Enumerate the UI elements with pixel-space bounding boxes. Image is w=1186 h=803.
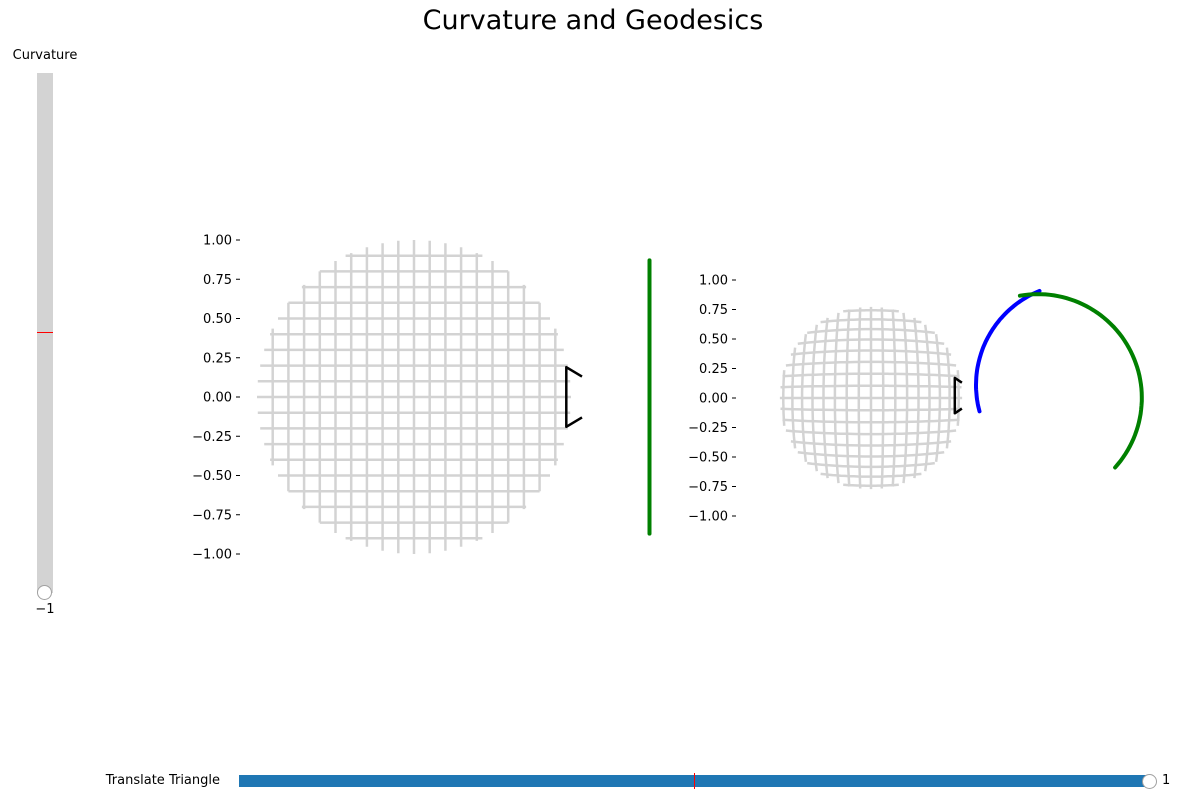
translate-slider-handle[interactable] xyxy=(1142,774,1157,789)
chart-title: Curvature and Geodesics xyxy=(422,5,764,36)
geodesic-line xyxy=(974,288,1042,414)
y-tick-label: −0.50 xyxy=(192,469,232,484)
y-tick-label: −0.75 xyxy=(192,508,232,523)
flat-plot: 1.00 0.75 0.50 0.25 0.00 −0.25 −0.50 −0.75 −1.00 xyxy=(192,234,652,563)
y-tick-label: 0.00 xyxy=(203,391,232,406)
y-tick-label: 0.75 xyxy=(203,273,232,288)
y-tick-label: 0.50 xyxy=(699,333,728,348)
grid-line-horizontal xyxy=(782,372,960,378)
grid-line-horizontal xyxy=(843,309,899,313)
grid-line-vertical xyxy=(902,312,909,484)
y-tick-label: −0.75 xyxy=(688,480,728,495)
y-tick-label: 0.75 xyxy=(699,303,728,318)
grid-line-vertical xyxy=(891,309,897,487)
grid-line-horizontal xyxy=(807,327,935,335)
geodesic-line xyxy=(1017,292,1144,470)
y-tick-label: −1.00 xyxy=(192,548,232,563)
y-tick-label: −1.00 xyxy=(688,510,728,525)
grid-line-horizontal xyxy=(797,338,945,346)
y-tick-label: 0.25 xyxy=(699,362,728,377)
grid-line-vertical xyxy=(923,324,931,472)
grid-line-vertical xyxy=(934,334,942,462)
grid-line-vertical xyxy=(945,347,951,449)
grid-line-vertical xyxy=(880,307,885,489)
y-tick-label: 1.00 xyxy=(699,274,728,289)
curvature-slider-track[interactable] xyxy=(37,73,53,593)
curvature-initial-marker xyxy=(37,332,53,333)
curvature-slider-label: Curvature xyxy=(12,48,78,63)
translate-initial-marker xyxy=(694,773,695,789)
translate-slider-value: 1 xyxy=(1162,773,1171,788)
curvature-slider-value: −1 xyxy=(35,602,55,617)
y-tick-label: 0.25 xyxy=(203,351,232,366)
y-tick-label: −0.25 xyxy=(192,430,232,445)
curved-plot: 1.00 0.75 0.50 0.25 0.00 −0.25 −0.50 −0.75 −1.00 xyxy=(688,274,1144,525)
triangle-shape xyxy=(953,376,963,415)
grid-line-horizontal xyxy=(820,318,922,324)
y-tick-label: −0.25 xyxy=(688,421,728,436)
y-tick-label: 0.50 xyxy=(203,312,232,327)
y-tick-label: 1.00 xyxy=(203,234,232,249)
y-tick-label: −0.50 xyxy=(688,451,728,466)
triangle-shape xyxy=(565,365,583,429)
grid-line-horizontal xyxy=(780,384,962,389)
curvature-slider-handle[interactable] xyxy=(37,585,52,600)
y-tick-label: 0.00 xyxy=(699,392,728,407)
translate-slider-label: Translate Triangle xyxy=(105,773,220,788)
grid-line-horizontal xyxy=(785,360,957,367)
